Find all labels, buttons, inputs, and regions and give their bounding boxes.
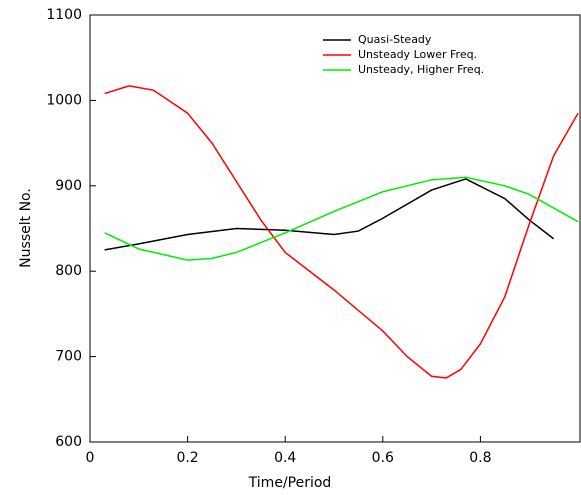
x-tick-label: 0.4 — [274, 450, 296, 466]
series-line — [104, 178, 555, 251]
x-tick-label: 0.6 — [372, 450, 394, 466]
y-tick-label: 1100 — [46, 7, 82, 23]
x-axis-label: Time/Period — [248, 475, 332, 491]
y-axis-label: Nusselt No. — [18, 188, 34, 268]
y-tick-label: 800 — [55, 263, 82, 279]
legend-label: Quasi-Steady — [358, 33, 432, 46]
plot-frame — [89, 14, 581, 443]
y-tick-label: 600 — [55, 434, 82, 450]
x-tick-label: 0 — [86, 450, 95, 466]
x-tick-label: 0.2 — [176, 450, 198, 466]
series-line — [104, 176, 579, 261]
legend-label: Unsteady Lower Freq. — [358, 48, 477, 61]
y-tick-label: 900 — [55, 178, 82, 194]
x-tick-label: 0.8 — [469, 450, 491, 466]
legend-label: Unsteady, Higher Freq. — [358, 63, 484, 76]
series-line — [104, 85, 579, 379]
y-tick-label: 700 — [55, 349, 82, 365]
y-tick-label: 1000 — [46, 92, 82, 108]
